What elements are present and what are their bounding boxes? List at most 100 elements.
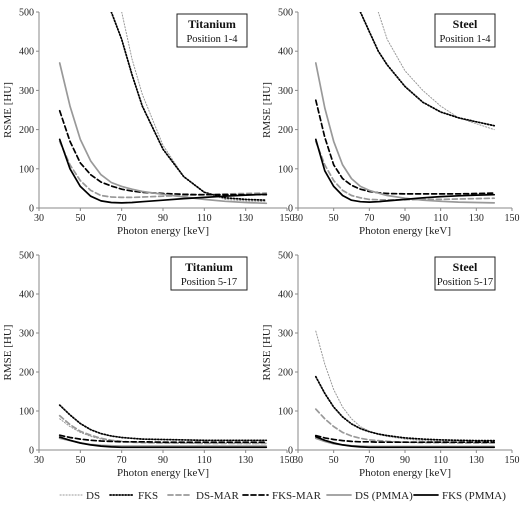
series-line-fks-pmma	[314, 138, 496, 203]
y-tick-label: 0	[288, 204, 293, 215]
chart-panel-2: 0 100 200 300 400 500 30 50 70 90 110 130 150 Photon …	[261, 8, 520, 238]
x-tick-label: 110	[197, 213, 212, 224]
chart-title: Titanium	[185, 260, 233, 274]
legend-item: DS	[59, 490, 100, 502]
x-tick-label: 90	[400, 213, 410, 224]
series-line-fks-mar	[314, 99, 496, 195]
chart-title: Steel	[453, 17, 478, 31]
y-tick-label: 0	[29, 446, 34, 457]
x-tick-label: 130	[238, 455, 253, 466]
series-line-fks-mar	[58, 434, 268, 444]
x-tick-label: 150	[280, 213, 295, 224]
x-tick-label: 150	[280, 455, 295, 466]
chart-subtitle: Position 5-17	[437, 277, 493, 288]
x-tick-label: 30	[293, 213, 303, 224]
series-line-fks-mar	[314, 434, 496, 444]
legend-label: FKS	[138, 490, 158, 502]
x-tick-label: 50	[75, 213, 85, 224]
y-tick-label: 200	[19, 125, 34, 136]
chart-panel-3: 0 100 200 300 400 500 30 50 70 90 110 130 150 Photon …	[2, 251, 295, 480]
chart-panel-1: 0 100 200 300 400 500 30 50 70 90 110 130 150 Photon …	[2, 8, 295, 238]
legend-label: FKS-MAR	[272, 490, 322, 502]
legend-label: FKS (PMMA)	[442, 490, 506, 502]
y-axis-label: RMSE [HU]	[2, 325, 14, 381]
series-line-fks	[58, 404, 268, 442]
x-tick-label: 50	[329, 213, 339, 224]
x-tick-label: 30	[34, 455, 44, 466]
series-line-fks	[110, 12, 268, 202]
x-tick-label: 150	[505, 455, 520, 466]
series-line-fks-pmma	[58, 436, 268, 449]
series-line-ds-mar	[58, 414, 268, 445]
title-box	[176, 13, 248, 48]
title-box	[434, 256, 496, 291]
y-tick-label: 500	[19, 8, 34, 19]
legend-item: FKS-MAR	[242, 490, 322, 502]
x-axis-label: Photon energy [keV]	[359, 225, 451, 237]
y-axis-label: RSME [HU]	[2, 82, 14, 138]
legend-label: DS (PMMA)	[355, 490, 413, 502]
y-tick-label: 100	[278, 164, 293, 175]
chart-title: Titanium	[188, 17, 236, 31]
series-line-fks-pmma	[58, 138, 268, 204]
series-line-fks	[359, 12, 496, 127]
legend: DS FKS DS-MAR FKS-MAR DS (PMMA) FKS (PMMA)	[59, 490, 506, 502]
series-line-fks-pmma	[314, 435, 496, 449]
legend-label: DS-MAR	[196, 490, 239, 502]
y-tick-label: 0	[29, 204, 34, 215]
y-axis-label: RMSE [HU]	[261, 325, 273, 381]
y-tick-label: 200	[19, 368, 34, 379]
series-line-ds	[315, 330, 495, 444]
x-tick-label: 110	[197, 455, 212, 466]
x-tick-label: 70	[364, 213, 374, 224]
x-tick-label: 130	[469, 455, 484, 466]
chart-subtitle: Position 1-4	[186, 34, 238, 45]
y-tick-label: 400	[19, 290, 34, 301]
x-axis-label: Photon energy [keV]	[117, 225, 209, 237]
x-tick-label: 130	[238, 213, 253, 224]
x-tick-label: 150	[505, 213, 520, 224]
y-tick-label: 500	[278, 251, 293, 262]
y-tick-label: 400	[278, 47, 293, 58]
series-line-fks-mar	[58, 109, 268, 196]
x-tick-label: 70	[117, 455, 127, 466]
y-tick-label: 400	[19, 47, 34, 58]
y-tick-label: 300	[278, 86, 293, 97]
x-tick-label: 110	[433, 213, 448, 224]
series-line-ds	[377, 12, 495, 131]
x-tick-label: 110	[433, 455, 448, 466]
y-tick-label: 400	[278, 290, 293, 301]
y-tick-label: 300	[19, 329, 34, 340]
series-line-ds-mar	[314, 140, 496, 201]
y-tick-label: 300	[19, 86, 34, 97]
series-line-ds-pmma	[314, 62, 496, 204]
legend-item: DS-MAR	[167, 490, 239, 502]
series-line-fks	[314, 375, 496, 442]
x-tick-label: 70	[364, 455, 374, 466]
y-tick-label: 200	[278, 368, 293, 379]
x-tick-label: 130	[469, 213, 484, 224]
title-box	[170, 256, 248, 291]
legend-label: DS	[86, 490, 100, 502]
x-tick-label: 50	[329, 455, 339, 466]
y-tick-label: 100	[19, 407, 34, 418]
x-tick-label: 30	[34, 213, 44, 224]
x-tick-label: 50	[75, 455, 85, 466]
title-box	[434, 13, 496, 48]
x-tick-label: 70	[117, 213, 127, 224]
y-tick-label: 300	[278, 329, 293, 340]
y-axis-label: RMSE [HU]	[261, 82, 273, 138]
chart-subtitle: Position 1-4	[439, 34, 491, 45]
x-tick-label: 90	[158, 213, 168, 224]
y-tick-label: 500	[19, 251, 34, 262]
chart-subtitle: Position 5-17	[181, 277, 237, 288]
x-axis-label: Photon energy [keV]	[117, 467, 209, 479]
y-tick-label: 0	[288, 446, 293, 457]
y-tick-label: 500	[278, 8, 293, 19]
y-tick-label: 200	[278, 125, 293, 136]
chart-title: Steel	[453, 260, 478, 274]
legend-item: FKS	[109, 490, 158, 502]
legend-item: DS (PMMA)	[326, 490, 413, 502]
